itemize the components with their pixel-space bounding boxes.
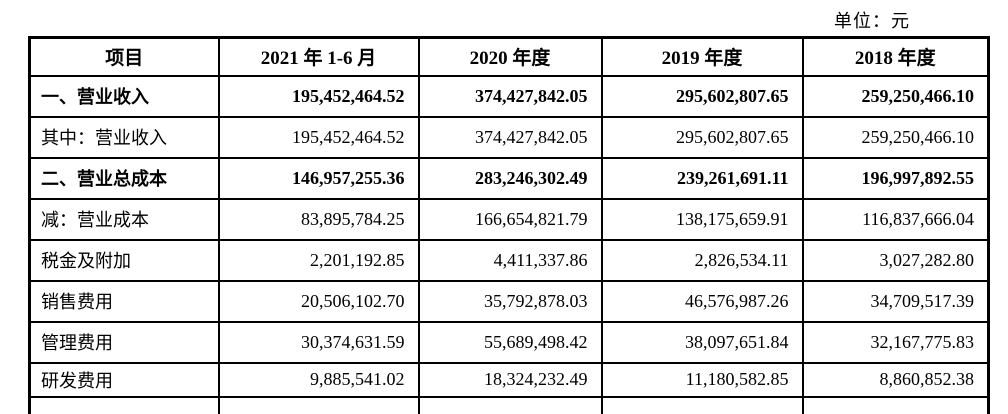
value-cell: 55,689,498.42: [417, 320, 603, 364]
row-label: 其中：营业收入: [28, 115, 220, 159]
table-row-partial: [28, 395, 990, 414]
value-cell: 2,201,192.85: [217, 238, 420, 282]
row-label: 销售费用: [28, 279, 220, 323]
value-cell: 283,246,302.49: [417, 156, 603, 200]
value-cell: 18,324,232.49: [417, 361, 603, 398]
row-label: 管理费用: [28, 320, 220, 364]
value-cell: 9,885,541.02: [217, 361, 420, 398]
value-cell: 8,860,852.38: [801, 361, 990, 398]
value-cell: 83,895,784.25: [217, 197, 420, 241]
table-row: 管理费用 30,374,631.59 55,689,498.42 38,097,651…: [28, 320, 990, 364]
value-cell: 295,602,807.65: [600, 115, 804, 159]
value-cell: [217, 395, 420, 414]
value-cell: 30,374,631.59: [217, 320, 420, 364]
column-header-2019: 2019 年度: [600, 36, 804, 77]
value-cell: 239,261,691.11: [600, 156, 804, 200]
value-cell: 2,826,534.11: [600, 238, 804, 282]
column-header-item: 项目: [28, 36, 220, 77]
column-header-2020: 2020 年度: [417, 36, 603, 77]
value-cell: 34,709,517.39: [801, 279, 990, 323]
value-cell: 295,602,807.65: [600, 74, 804, 118]
column-header-2018: 2018 年度: [801, 36, 990, 77]
value-cell: 166,654,821.79: [417, 197, 603, 241]
table-row: 税金及附加 2,201,192.85 4,411,337.86 2,826,534.1…: [28, 238, 990, 282]
value-cell: 38,097,651.84: [600, 320, 804, 364]
value-cell: 3,027,282.80: [801, 238, 990, 282]
table-row: 一、营业收入 195,452,464.52 374,427,842.05 295,60…: [28, 74, 990, 118]
table-row: 二、营业总成本 146,957,255.36 283,246,302.49 239,2…: [28, 156, 990, 200]
table-row: 销售费用 20,506,102.70 35,792,878.03 46,576,987…: [28, 279, 990, 323]
value-cell: 196,997,892.55: [801, 156, 990, 200]
column-header-2021-h1: 2021 年 1-6 月: [217, 36, 420, 77]
value-cell: 195,452,464.52: [217, 74, 420, 118]
financial-table: 项目 2021 年 1-6 月 2020 年度 2019 年度 2018 年度 …: [28, 36, 990, 414]
value-cell: 195,452,464.52: [217, 115, 420, 159]
value-cell: 116,837,666.04: [801, 197, 990, 241]
unit-label: 单位：元: [834, 11, 910, 31]
row-label: 减：营业成本: [28, 197, 220, 241]
value-cell: 32,167,775.83: [801, 320, 990, 364]
row-label: 一、营业收入: [28, 74, 220, 118]
value-cell: 374,427,842.05: [417, 115, 603, 159]
value-cell: [600, 395, 804, 414]
value-cell: 138,175,659.91: [600, 197, 804, 241]
row-label: 二、营业总成本: [28, 156, 220, 200]
value-cell: [417, 395, 603, 414]
table-row: 研发费用 9,885,541.02 18,324,232.49 11,180,582.…: [28, 361, 990, 398]
row-label: 税金及附加: [28, 238, 220, 282]
value-cell: 4,411,337.86: [417, 238, 603, 282]
table-header-row: 项目 2021 年 1-6 月 2020 年度 2019 年度 2018 年度: [28, 36, 990, 77]
row-label: 研发费用: [28, 361, 220, 398]
value-cell: 11,180,582.85: [600, 361, 804, 398]
value-cell: 259,250,466.10: [801, 74, 990, 118]
value-cell: 259,250,466.10: [801, 115, 990, 159]
row-label: [28, 395, 220, 414]
table-body: 一、营业收入 195,452,464.52 374,427,842.05 295,60…: [28, 74, 990, 414]
value-cell: 374,427,842.05: [417, 74, 603, 118]
value-cell: 46,576,987.26: [600, 279, 804, 323]
value-cell: 146,957,255.36: [217, 156, 420, 200]
table-row: 其中：营业收入 195,452,464.52 374,427,842.05 295,6…: [28, 115, 990, 159]
table-row: 减：营业成本 83,895,784.25 166,654,821.79 138,175…: [28, 197, 990, 241]
value-cell: 20,506,102.70: [217, 279, 420, 323]
value-cell: 35,792,878.03: [417, 279, 603, 323]
value-cell: [801, 395, 990, 414]
